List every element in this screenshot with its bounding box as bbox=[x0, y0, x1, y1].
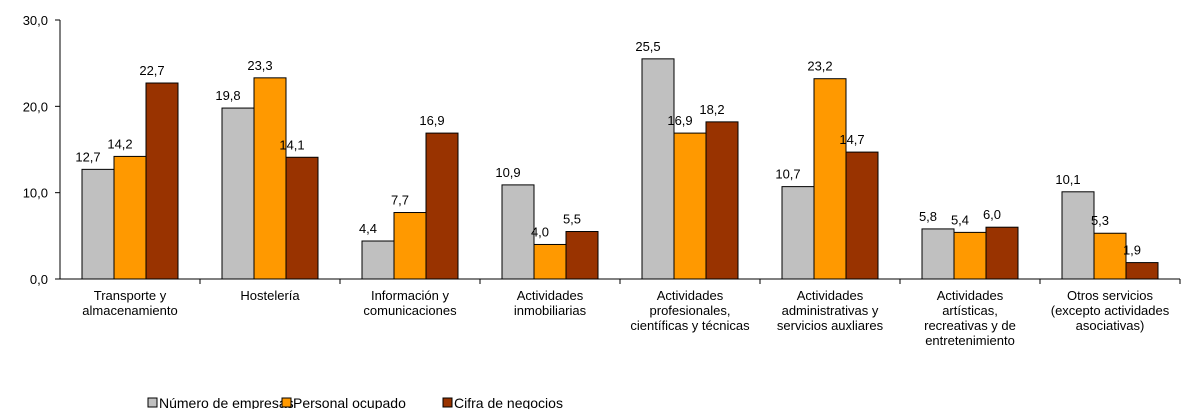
value-label: 10,7 bbox=[775, 167, 800, 182]
bar bbox=[781, 186, 815, 280]
value-label: 19,8 bbox=[215, 88, 240, 103]
bar bbox=[1125, 262, 1159, 280]
bar bbox=[641, 58, 675, 280]
x-tick-label: Actividades bbox=[937, 288, 1004, 303]
value-label: 18,2 bbox=[699, 102, 724, 117]
x-tick-label: profesionales, bbox=[650, 303, 731, 318]
value-label: 5,8 bbox=[919, 209, 937, 224]
bar bbox=[113, 155, 147, 280]
value-label: 16,9 bbox=[667, 113, 692, 128]
bar bbox=[425, 132, 459, 280]
value-label: 14,7 bbox=[839, 132, 864, 147]
bar bbox=[253, 77, 287, 280]
value-label: 5,3 bbox=[1091, 213, 1109, 228]
y-tick-label: 0,0 bbox=[30, 272, 48, 287]
bar bbox=[501, 184, 535, 280]
value-label: 1,9 bbox=[1123, 243, 1141, 258]
legend-swatch bbox=[442, 397, 453, 408]
value-label: 4,0 bbox=[531, 224, 549, 239]
x-tick-label: Transporte y bbox=[94, 288, 167, 303]
value-label: 12,7 bbox=[75, 149, 100, 164]
value-label: 16,9 bbox=[419, 113, 444, 128]
bar bbox=[705, 121, 739, 280]
bar bbox=[953, 231, 987, 280]
value-label: 22,7 bbox=[139, 63, 164, 78]
bar bbox=[285, 156, 319, 280]
x-tick-label: administrativas y bbox=[782, 303, 879, 318]
bar bbox=[845, 151, 879, 280]
value-label: 10,9 bbox=[495, 165, 520, 180]
legend-swatch bbox=[147, 397, 158, 408]
x-tick-label: comunicaciones bbox=[363, 303, 457, 318]
y-tick-label: 20,0 bbox=[23, 99, 48, 114]
y-tick-label: 10,0 bbox=[23, 186, 48, 201]
x-tick-label: Actividades bbox=[797, 288, 864, 303]
x-tick-label: artísticas, bbox=[942, 303, 998, 318]
x-tick-label: asociativas) bbox=[1076, 318, 1145, 333]
bar bbox=[921, 228, 955, 280]
value-label: 23,2 bbox=[807, 59, 832, 74]
bar bbox=[813, 78, 847, 280]
bar bbox=[533, 243, 567, 280]
x-tick-label: inmobiliarias bbox=[514, 303, 587, 318]
x-tick-label: Hostelería bbox=[240, 288, 300, 303]
x-tick-label: Actividades bbox=[517, 288, 584, 303]
bar bbox=[1093, 232, 1127, 280]
bar bbox=[393, 212, 427, 280]
value-label: 5,5 bbox=[563, 212, 581, 227]
bar bbox=[361, 240, 395, 280]
value-label: 5,4 bbox=[951, 212, 969, 227]
x-tick-label: Información y bbox=[371, 288, 450, 303]
x-tick-label: recreativas y de bbox=[924, 318, 1016, 333]
value-label: 14,2 bbox=[107, 136, 132, 151]
value-label: 7,7 bbox=[391, 193, 409, 208]
bar bbox=[1061, 191, 1095, 280]
bar bbox=[673, 132, 707, 280]
y-tick-label: 30,0 bbox=[23, 13, 48, 28]
x-tick-label: Otros servicios bbox=[1067, 288, 1153, 303]
bar bbox=[565, 231, 599, 280]
value-label: 10,1 bbox=[1055, 172, 1080, 187]
x-tick-label: servicios auxliares bbox=[777, 318, 884, 333]
bar bbox=[985, 226, 1019, 280]
x-tick-label: almacenamiento bbox=[82, 303, 177, 318]
value-label: 14,1 bbox=[279, 137, 304, 152]
x-tick-label: Actividades bbox=[657, 288, 724, 303]
bar bbox=[145, 82, 179, 280]
legend-label: Personal ocupado bbox=[293, 395, 406, 409]
value-label: 4,4 bbox=[359, 221, 377, 236]
legend-label: Número de empresas bbox=[159, 395, 294, 409]
x-tick-label: entretenimiento bbox=[925, 333, 1015, 348]
legend-swatch bbox=[281, 397, 292, 408]
x-tick-label: (excepto actividades bbox=[1051, 303, 1170, 318]
legend-label: Cifra de negocios bbox=[454, 395, 563, 409]
value-label: 23,3 bbox=[247, 58, 272, 73]
bar bbox=[81, 168, 115, 280]
value-label: 25,5 bbox=[635, 39, 660, 54]
bar bbox=[221, 107, 255, 280]
x-tick-label: científicas y técnicas bbox=[630, 318, 750, 333]
value-label: 6,0 bbox=[983, 207, 1001, 222]
